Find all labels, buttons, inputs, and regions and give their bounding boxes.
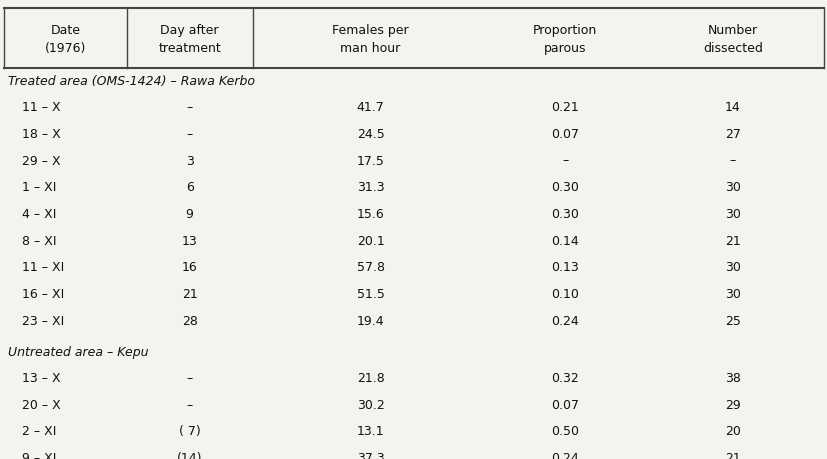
Text: 0.24: 0.24 bbox=[551, 451, 578, 459]
Text: 57.8: 57.8 bbox=[356, 261, 384, 274]
Text: 30.2: 30.2 bbox=[356, 398, 384, 411]
Text: 30: 30 bbox=[724, 287, 740, 300]
Text: 16 – XI: 16 – XI bbox=[22, 287, 65, 300]
Text: 9: 9 bbox=[185, 207, 194, 220]
Text: 20 – X: 20 – X bbox=[22, 398, 61, 411]
Text: 0.07: 0.07 bbox=[551, 398, 578, 411]
Text: 1 – XI: 1 – XI bbox=[22, 181, 57, 194]
Text: 14: 14 bbox=[724, 101, 740, 114]
Text: 25: 25 bbox=[724, 314, 740, 327]
Text: –: – bbox=[186, 101, 193, 114]
Text: 0.07: 0.07 bbox=[551, 128, 578, 140]
Text: –: – bbox=[186, 398, 193, 411]
Text: 37.3: 37.3 bbox=[356, 451, 384, 459]
Text: Treated area (OMS-1424) – Rawa Kerbo: Treated area (OMS-1424) – Rawa Kerbo bbox=[8, 75, 255, 88]
Text: 11 – X: 11 – X bbox=[22, 101, 61, 114]
Text: 28: 28 bbox=[181, 314, 198, 327]
Text: Females per
man hour: Females per man hour bbox=[332, 23, 409, 55]
Text: 27: 27 bbox=[724, 128, 740, 140]
Text: –: – bbox=[186, 371, 193, 384]
Text: 9 – XI: 9 – XI bbox=[22, 451, 57, 459]
Text: 20.1: 20.1 bbox=[356, 234, 384, 247]
Text: 31.3: 31.3 bbox=[356, 181, 384, 194]
Text: Number
dissected: Number dissected bbox=[702, 23, 762, 55]
Text: 29 – X: 29 – X bbox=[22, 154, 61, 167]
Text: 0.21: 0.21 bbox=[551, 101, 578, 114]
Text: 0.10: 0.10 bbox=[551, 287, 578, 300]
Text: –: – bbox=[729, 154, 735, 167]
Text: 38: 38 bbox=[724, 371, 740, 384]
Text: 13.1: 13.1 bbox=[356, 425, 384, 437]
Text: 0.30: 0.30 bbox=[551, 207, 578, 220]
Text: –: – bbox=[562, 154, 567, 167]
Text: 30: 30 bbox=[724, 261, 740, 274]
Text: 13 – X: 13 – X bbox=[22, 371, 61, 384]
Text: Day after
treatment: Day after treatment bbox=[158, 23, 221, 55]
Text: –: – bbox=[186, 128, 193, 140]
Text: 6: 6 bbox=[185, 181, 194, 194]
Text: 0.24: 0.24 bbox=[551, 314, 578, 327]
Text: Proportion
parous: Proportion parous bbox=[533, 23, 596, 55]
Text: ( 7): ( 7) bbox=[179, 425, 200, 437]
Text: 16: 16 bbox=[181, 261, 198, 274]
Text: 19.4: 19.4 bbox=[356, 314, 384, 327]
Text: 8 – XI: 8 – XI bbox=[22, 234, 57, 247]
Text: 30: 30 bbox=[724, 207, 740, 220]
Text: 30: 30 bbox=[724, 181, 740, 194]
Text: 3: 3 bbox=[185, 154, 194, 167]
Text: 0.13: 0.13 bbox=[551, 261, 578, 274]
Text: 41.7: 41.7 bbox=[356, 101, 384, 114]
Text: 2 – XI: 2 – XI bbox=[22, 425, 57, 437]
Text: 0.30: 0.30 bbox=[551, 181, 578, 194]
Text: 29: 29 bbox=[724, 398, 740, 411]
Text: Untreated area – Kepu: Untreated area – Kepu bbox=[8, 345, 149, 358]
Text: 4 – XI: 4 – XI bbox=[22, 207, 57, 220]
Text: 21: 21 bbox=[181, 287, 198, 300]
Text: 0.14: 0.14 bbox=[551, 234, 578, 247]
Text: Date
(1976): Date (1976) bbox=[45, 23, 86, 55]
Text: 0.50: 0.50 bbox=[551, 425, 578, 437]
Text: 13: 13 bbox=[181, 234, 198, 247]
Text: 51.5: 51.5 bbox=[356, 287, 384, 300]
Text: 21: 21 bbox=[724, 451, 740, 459]
Text: 11 – XI: 11 – XI bbox=[22, 261, 65, 274]
Text: 20: 20 bbox=[724, 425, 740, 437]
Text: 21.8: 21.8 bbox=[356, 371, 384, 384]
Text: 18 – X: 18 – X bbox=[22, 128, 61, 140]
Text: 24.5: 24.5 bbox=[356, 128, 384, 140]
Text: (14): (14) bbox=[177, 451, 202, 459]
Text: 23 – XI: 23 – XI bbox=[22, 314, 65, 327]
Text: 0.32: 0.32 bbox=[551, 371, 578, 384]
Text: 15.6: 15.6 bbox=[356, 207, 384, 220]
Text: 21: 21 bbox=[724, 234, 740, 247]
Text: 17.5: 17.5 bbox=[356, 154, 384, 167]
